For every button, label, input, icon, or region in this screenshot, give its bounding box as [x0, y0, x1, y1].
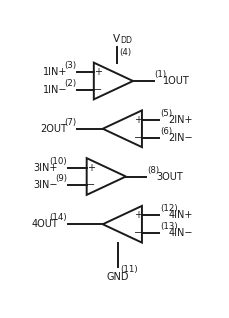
- Text: V: V: [112, 34, 119, 44]
- Text: (9): (9): [55, 174, 67, 183]
- Text: GND: GND: [106, 272, 128, 282]
- Text: 1OUT: 1OUT: [163, 76, 189, 86]
- Text: 2OUT: 2OUT: [40, 124, 67, 134]
- Text: (2): (2): [64, 79, 76, 88]
- Text: 1IN−: 1IN−: [42, 85, 67, 95]
- Text: (5): (5): [159, 109, 171, 118]
- Text: +: +: [134, 115, 141, 125]
- Text: 3OUT: 3OUT: [155, 171, 182, 182]
- Text: (4): (4): [119, 48, 131, 57]
- Text: DD: DD: [120, 36, 132, 45]
- Text: +: +: [134, 211, 141, 220]
- Text: 2IN+: 2IN+: [168, 115, 192, 125]
- Text: 1IN+: 1IN+: [43, 67, 67, 77]
- Text: (1): (1): [154, 70, 166, 79]
- Text: 4IN−: 4IN−: [168, 228, 192, 238]
- Text: (11): (11): [120, 265, 137, 274]
- Text: 4OUT: 4OUT: [31, 219, 58, 229]
- Text: −: −: [133, 228, 142, 238]
- Text: 4IN+: 4IN+: [168, 211, 192, 220]
- Text: 3IN−: 3IN−: [33, 180, 58, 190]
- Text: +: +: [86, 163, 94, 173]
- Text: (6): (6): [159, 127, 171, 135]
- Text: (7): (7): [64, 118, 76, 127]
- Text: (8): (8): [147, 166, 159, 175]
- Text: (3): (3): [64, 61, 76, 70]
- Text: (10): (10): [49, 157, 67, 166]
- Text: −: −: [86, 180, 94, 190]
- Text: (12): (12): [159, 204, 177, 213]
- Text: −: −: [93, 85, 101, 95]
- Text: (14): (14): [49, 213, 67, 222]
- Text: +: +: [93, 67, 101, 77]
- Text: (13): (13): [159, 222, 177, 231]
- Text: −: −: [133, 133, 142, 142]
- Text: 3IN+: 3IN+: [34, 163, 58, 173]
- Text: 2IN−: 2IN−: [168, 133, 192, 142]
